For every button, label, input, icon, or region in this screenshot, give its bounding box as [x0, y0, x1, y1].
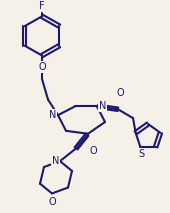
- Text: N: N: [52, 156, 59, 166]
- Text: O: O: [38, 62, 46, 72]
- Text: N: N: [99, 101, 106, 111]
- Text: F: F: [39, 1, 45, 12]
- Text: O: O: [116, 88, 124, 98]
- Text: O: O: [48, 197, 56, 207]
- Text: N: N: [49, 110, 56, 120]
- Text: S: S: [138, 149, 144, 159]
- Text: O: O: [90, 146, 98, 156]
